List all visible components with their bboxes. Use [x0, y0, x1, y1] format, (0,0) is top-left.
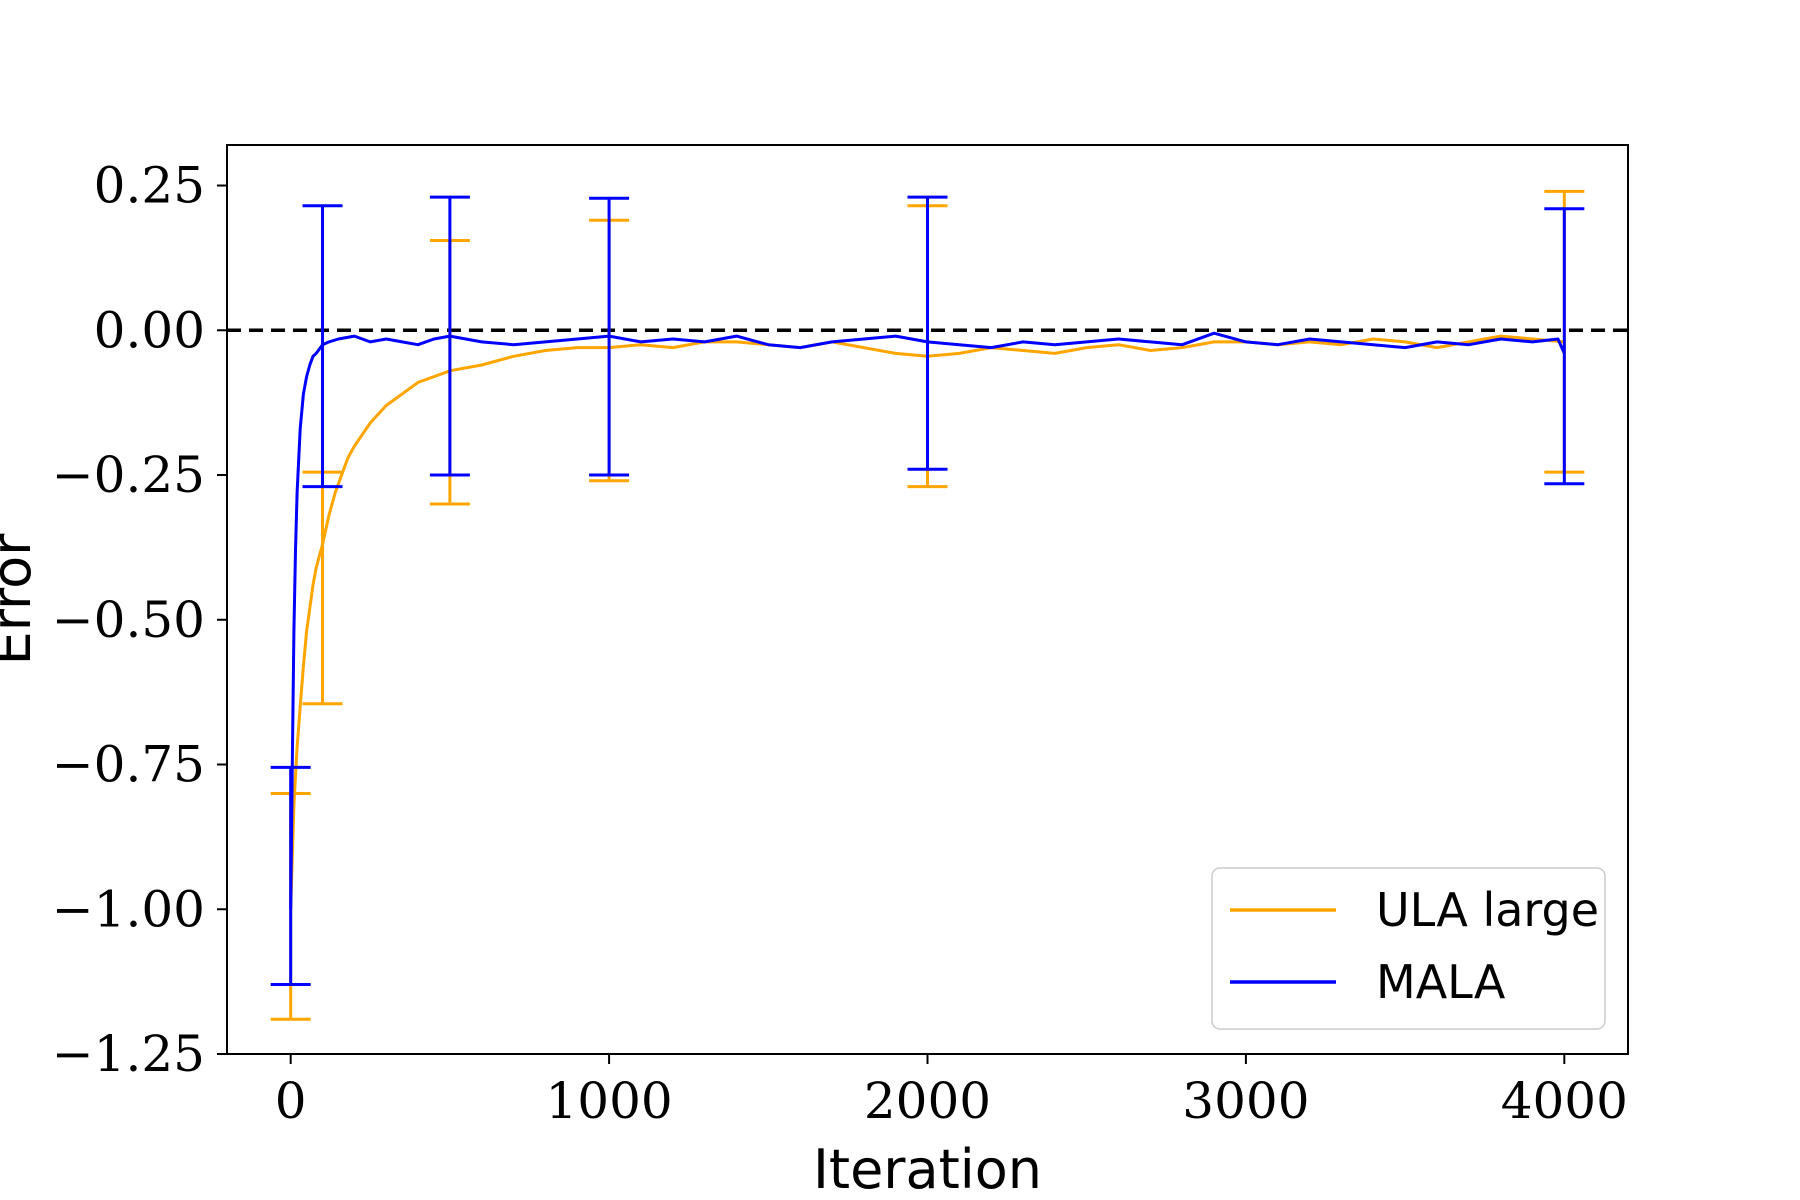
legend: ULA large MALA	[1211, 867, 1606, 1030]
error-bar-mala	[302, 204, 343, 489]
y-axis-title: Error	[0, 533, 43, 665]
series-line-mala	[289, 331, 1566, 910]
x-tick-label: 0	[275, 1072, 307, 1130]
x-tick-label: 4000	[1501, 1072, 1628, 1130]
x-axis-title: Iteration	[813, 1138, 1042, 1200]
legend-label-mala: MALA	[1376, 955, 1506, 1009]
error-bar-mala	[1544, 207, 1585, 486]
x-tick-label: 2000	[864, 1072, 991, 1130]
error-bar-mala	[270, 765, 311, 987]
y-tick-label: −0.50	[52, 591, 205, 649]
x-tick-label: 1000	[545, 1072, 672, 1130]
y-tick-label: −1.25	[52, 1025, 205, 1083]
y-tick-label: 0.25	[94, 157, 205, 215]
y-tick-label: −1.00	[52, 880, 205, 938]
legend-label-ula-large: ULA large	[1376, 883, 1599, 937]
y-tick-label: −0.75	[52, 736, 205, 794]
error-bar-mala	[907, 195, 948, 471]
error-bar-mala	[429, 195, 470, 477]
y-tick-label: −0.25	[52, 446, 205, 504]
y-tick-label: 0.00	[94, 301, 205, 359]
plot-layer	[227, 189, 1628, 1021]
ticks-layer: 0 1000 2000 3000 4000 0.25 0.00 −0.25 −0.50 −0.75…	[52, 157, 1628, 1130]
x-tick-label: 3000	[1182, 1072, 1309, 1130]
error-bar-mala	[589, 196, 630, 477]
